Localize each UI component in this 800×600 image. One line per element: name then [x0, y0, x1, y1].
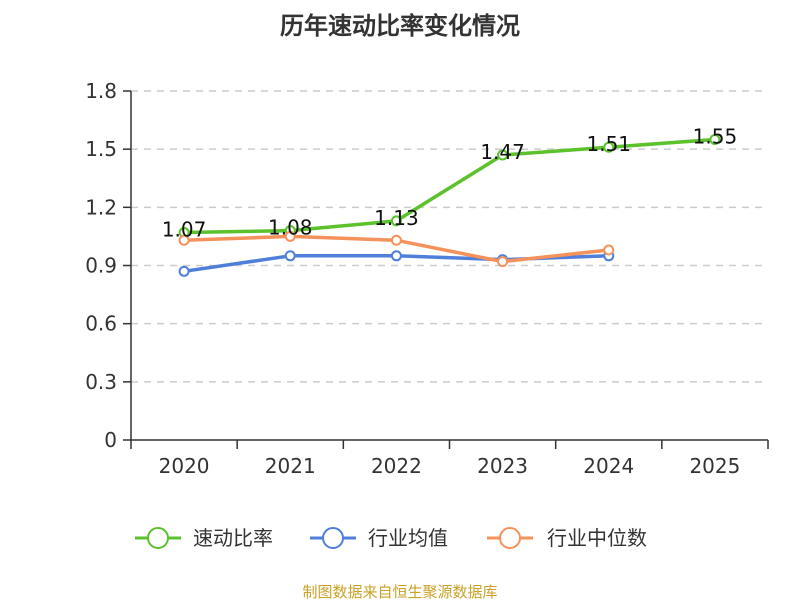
- data-point: [603, 244, 615, 256]
- legend-item[interactable]: 行业均值: [310, 526, 448, 550]
- x-tick-label: 2024: [583, 454, 634, 478]
- y-tick-label: 0: [104, 428, 117, 452]
- legend-marker: [322, 527, 344, 549]
- data-point: [284, 230, 296, 242]
- data-labels: 1.07 1.08 1.13 1.47 1.51 1.55: [162, 124, 737, 241]
- y-tick-label: 0.9: [85, 254, 117, 278]
- data-label: 1.08: [268, 216, 313, 240]
- data-label: 1.07: [162, 218, 207, 242]
- legend: 速动比率 行业均值 行业中位数: [135, 526, 647, 550]
- x-tick-label: 2023: [477, 454, 528, 478]
- legend-item[interactable]: 速动比率: [135, 526, 273, 550]
- legend-label: 速动比率: [193, 526, 273, 550]
- data-point: [709, 133, 721, 145]
- data-point: [390, 215, 402, 227]
- x-tick-label: 2022: [371, 454, 422, 478]
- y-tick-label: 1.2: [85, 195, 117, 219]
- series-line: [184, 137, 716, 235]
- axes: 0 0.3 0.6 0.9 1.2 1.5 1.8 2020 2021 2022 2023 2024 2…: [85, 79, 769, 478]
- x-tick-label: 2020: [159, 454, 210, 478]
- data-point: [390, 234, 402, 246]
- data-label: 1.13: [374, 206, 419, 230]
- data-point: [497, 256, 509, 268]
- y-tick-label: 0.3: [85, 370, 117, 394]
- data-point: [497, 149, 509, 161]
- data-point: [390, 250, 402, 262]
- data-point: [284, 250, 296, 262]
- legend-marker: [499, 527, 521, 549]
- legend-label: 行业中位数: [547, 526, 647, 550]
- data-point: [178, 265, 190, 277]
- source-note: 制图数据来自恒生聚源数据库: [302, 583, 497, 600]
- legend-label: 行业均值: [368, 526, 448, 550]
- series-lines: [178, 133, 721, 277]
- grid-lines: [131, 90, 768, 383]
- y-tick-label: 1.5: [85, 137, 117, 161]
- data-point: [178, 234, 190, 246]
- data-label: 1.55: [693, 124, 738, 148]
- legend-item[interactable]: 行业中位数: [487, 526, 647, 550]
- x-tick-label: 2025: [689, 454, 740, 478]
- y-tick-label: 0.6: [85, 312, 117, 336]
- y-tick-label: 1.8: [85, 79, 117, 103]
- x-tick-label: 2021: [265, 454, 316, 478]
- data-point: [603, 141, 615, 153]
- data-label: 1.51: [586, 132, 631, 156]
- chart-title: 历年速动比率变化情况: [280, 12, 520, 40]
- data-label: 1.47: [480, 140, 525, 164]
- legend-marker: [147, 527, 169, 549]
